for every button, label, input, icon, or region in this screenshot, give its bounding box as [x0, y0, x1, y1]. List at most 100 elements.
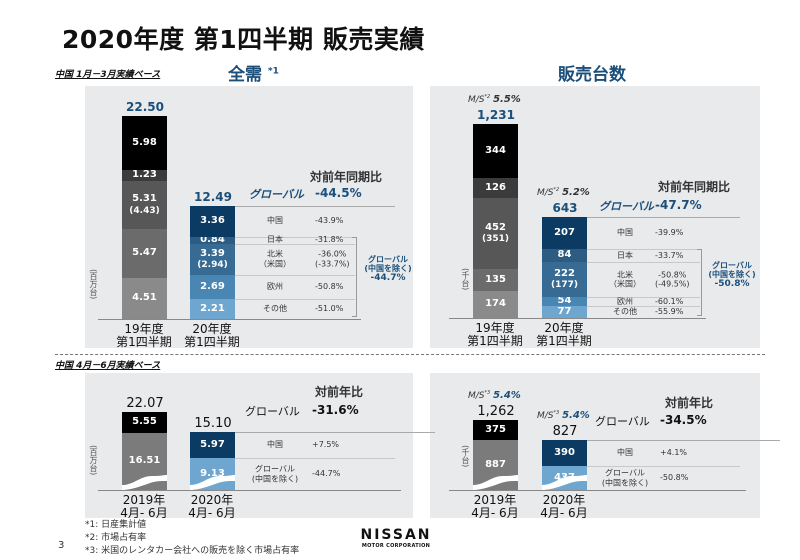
global-label: グローバル: [599, 200, 654, 213]
global-label: グローバル: [595, 415, 650, 428]
segment-value-label: 5.47: [132, 247, 157, 259]
region-yoy-value: -51.0%: [315, 304, 344, 314]
bar-segment: 5.31 (4.43): [122, 181, 167, 229]
segment-value-label: 135: [485, 273, 506, 285]
bar-segment: 2.69: [190, 274, 235, 300]
segment-value-label: 54: [557, 295, 572, 307]
segment-sub-value-label: (177): [550, 280, 578, 291]
bar-segment: 207: [542, 216, 587, 250]
segment-value-label: 9.13: [200, 467, 225, 479]
segment-sub-value-label: (2.94): [197, 260, 228, 271]
segment-value-label: 2.21: [200, 302, 225, 314]
region-label: 中国: [617, 228, 633, 238]
region-label: 日本: [267, 235, 283, 245]
region-label: その他: [263, 304, 287, 314]
region-yoy-value: -39.9%: [655, 228, 684, 238]
header-divider: [587, 440, 780, 441]
bar-segment: 344: [473, 124, 518, 179]
caption-q2: 中国 4月－6月実績ベース: [55, 361, 161, 371]
region-yoy-value: -31.8%: [315, 235, 344, 245]
segment-value-label: 390: [554, 446, 575, 458]
segment-value-label: 1.23: [132, 169, 157, 181]
region-yoy-value: -44.7%: [312, 469, 341, 479]
segment-value-label: 2.69: [200, 280, 225, 292]
row-divider: [587, 305, 700, 307]
axis-break-wave: [473, 475, 518, 490]
global-yoy-value: -47.7%: [655, 198, 702, 212]
global-label: グローバル: [249, 188, 304, 201]
row-divider: [235, 299, 355, 301]
bar-total-label: 827: [552, 424, 578, 439]
segment-sub-value-label: (351): [481, 234, 509, 245]
segment-value-label: 5.55: [132, 416, 157, 428]
segment-value-label: 887: [485, 458, 506, 470]
region-label: グローバル (中国を除く): [601, 468, 649, 487]
bar-total-label: 22.07: [126, 396, 164, 411]
bar-segment: 222 (177): [542, 262, 587, 298]
bar-segment: 2.21: [190, 299, 235, 319]
bar-segment: 390: [542, 440, 587, 466]
bar-segment: 126: [473, 178, 518, 199]
bar-segment: 5.97: [190, 432, 235, 458]
unit-label: (百万台): [89, 445, 98, 476]
bar-segment: 0.84: [190, 234, 235, 245]
market-share-label: M/S*2 5.2%: [537, 186, 590, 198]
region-yoy-value: -50.8%: [660, 473, 689, 483]
caption-q1: 中国 1月－3月実績ベース: [55, 70, 161, 80]
yoy-header: 対前年比: [665, 396, 714, 410]
unit-label: (千台): [461, 268, 470, 291]
region-yoy-value: +7.5%: [312, 440, 340, 450]
header-divider: [235, 206, 395, 208]
section-title-total-demand: 全需 *1: [228, 65, 279, 85]
region-yoy-value: -60.1%: [655, 296, 684, 306]
axis-break-wave: [190, 475, 235, 490]
segment-value-label: 207: [554, 226, 575, 238]
footnote-1: *1: 日産集計値: [85, 520, 147, 530]
bar-segment: 9.13: [190, 458, 235, 490]
x-axis-label: 19年度 第1四半期: [116, 322, 172, 350]
bar-total-label: 15.10: [194, 416, 232, 431]
segment-value-label: 3.39: [200, 247, 225, 259]
bar-segment: 5.55: [122, 412, 167, 433]
divider: [55, 354, 765, 355]
yoy-header: 対前年比: [315, 385, 364, 399]
x-axis-label: 20年度 第1四半期: [536, 321, 592, 349]
bar-segment: 54: [542, 295, 587, 307]
bar-total-label: 12.49: [194, 190, 232, 205]
bar-total-label: 643: [552, 200, 578, 215]
nissan-logo: NISSAN MOTOR CORPORATION: [360, 527, 432, 549]
global-yoy-value: -44.5%: [315, 186, 362, 200]
group-bracket: [352, 236, 357, 317]
market-share-label: M/S*2 5.5%: [468, 94, 521, 105]
segment-value-label: 5.97: [200, 438, 225, 450]
bar-segment: 5.98: [122, 116, 167, 170]
footnote-2: *2: 市場占有率: [85, 533, 147, 543]
market-share-label: M/S*3 5.4%: [537, 410, 590, 421]
segment-value-label: 16.51: [128, 455, 161, 467]
region-label: グローバル (中国を除く): [251, 464, 299, 483]
region-yoy-value: +4.1%: [660, 448, 688, 458]
region-yoy-value: -33.7%: [655, 250, 684, 260]
axis-break-wave: [542, 475, 587, 490]
row-divider: [587, 297, 700, 299]
segment-value-label: 84: [557, 249, 572, 261]
x-axis-line: [98, 490, 401, 491]
row-divider: [235, 236, 355, 238]
region-yoy-value: -43.9%: [315, 216, 344, 226]
bar-total-label: 1,262: [477, 404, 515, 419]
x-axis-label: 2019年 4月- 6月: [471, 493, 519, 521]
region-label: 中国: [617, 448, 633, 458]
bar-segment: 452 (351): [473, 198, 518, 270]
unit-label: (千台): [461, 445, 470, 468]
region-label: 中国: [267, 440, 283, 450]
region-yoy-value: -50.8%: [315, 282, 344, 292]
x-axis-label: 19年度 第1四半期: [467, 321, 523, 349]
x-axis-line: [449, 318, 706, 319]
row-divider: [235, 458, 395, 459]
segment-value-label: 4.51: [132, 292, 157, 304]
segment-value-label: 77: [557, 305, 572, 317]
segment-value-label: 5.31: [132, 193, 157, 205]
region-yoy-value: -36.0% (-33.7%): [315, 249, 350, 269]
region-yoy-value: -55.9%: [655, 307, 684, 317]
segment-value-label: 452: [485, 221, 506, 233]
